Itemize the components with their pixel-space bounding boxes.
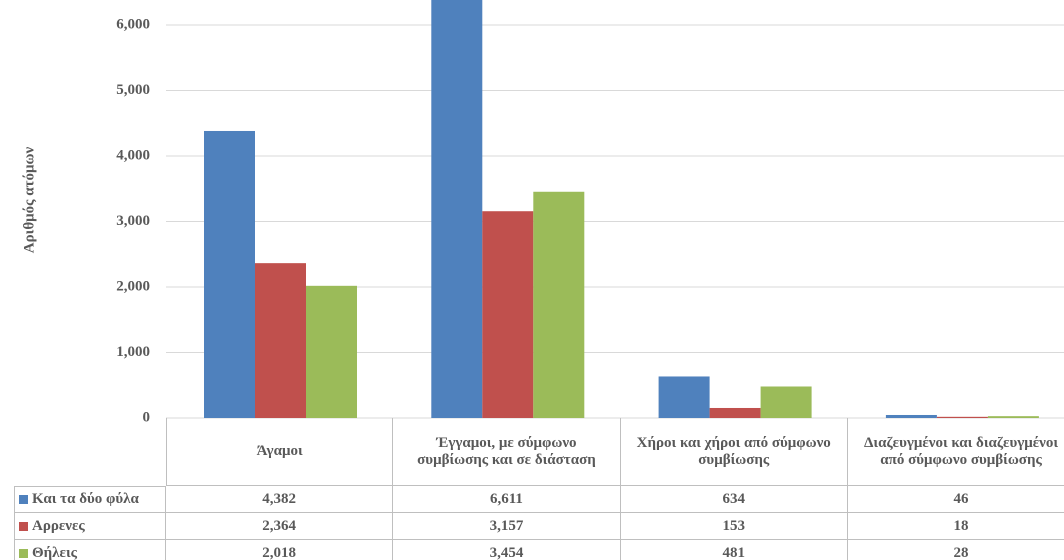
legend-label: Θήλεις [32,544,77,560]
y-tick-label: 3,000 [116,213,150,229]
bar [482,211,534,418]
data-table-value: 46 [847,486,1064,513]
x-tick-label: Έγγαμοι, με σύμφωνο συμβίωσης και σε διά… [393,418,621,486]
legend-key [19,548,28,558]
data-table-value: 153 [620,513,848,540]
data-table-value: 28 [848,540,1064,560]
legend-label: Αρρενες [32,517,85,534]
y-axis-label: Αριθμός ατόμων [21,147,37,254]
data-table-value: 2,018 [166,540,394,560]
bar [431,0,483,419]
legend-label: Και τα δύο φύλα [32,491,139,507]
legend-key [19,495,28,504]
data-table-value: 3,454 [393,540,621,560]
data-table-value: 3,157 [393,513,621,540]
bar [533,191,585,418]
y-tick-label: 5,000 [116,82,150,98]
x-tick-label: Διαζευγμένοι και διαζευγμένοι από σύμφων… [847,418,1064,486]
x-tick-label: Χήροι και χήροι από σύμφωνο συμβίωσης [620,418,848,486]
data-table-value: 481 [621,540,848,560]
data-table-value: 6,611 [393,486,621,513]
legend-key [19,521,28,531]
data-table-value: 2,364 [166,513,394,540]
data-table-value: 634 [620,486,848,513]
bar [658,376,710,418]
y-tick-label: 4,000 [116,147,150,163]
y-tick-label: 1,000 [116,344,150,360]
legend-entry: Θήλεις [14,540,166,560]
y-tick-label: 0 [143,409,151,425]
legend-entry: Αρρενες [14,513,166,540]
x-tick-label: Άγαμοι [166,418,394,486]
bar [306,285,357,418]
y-tick-label: 2,000 [116,278,150,294]
data-table-value: 4,382 [166,486,394,513]
data-table-value: 18 [847,513,1064,540]
bar [987,416,1039,418]
bar [204,130,255,418]
legend-entry: Και τα δύο φύλα [14,486,166,513]
bar [936,416,988,418]
y-tick-label: 6,000 [116,16,150,32]
bar [255,263,306,418]
bar [885,414,937,418]
bar [709,407,761,418]
bar [760,386,812,418]
